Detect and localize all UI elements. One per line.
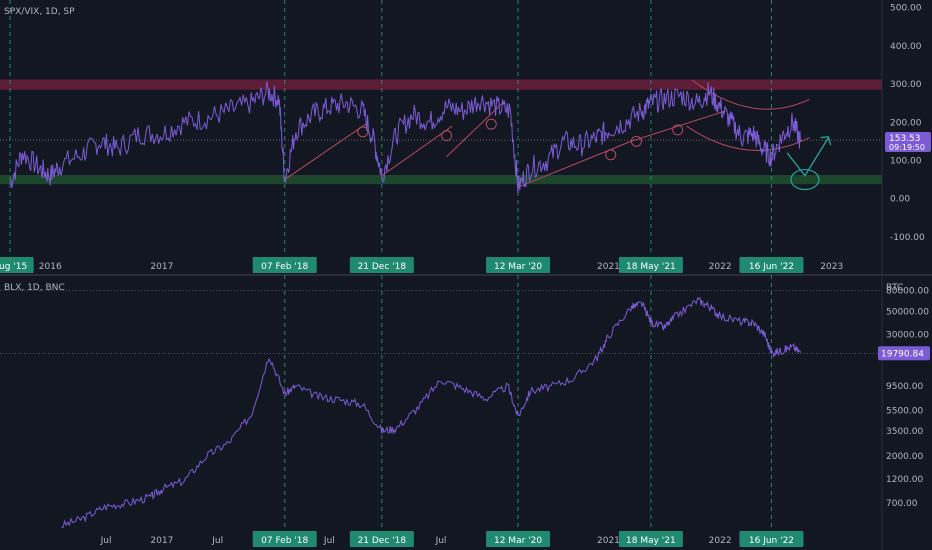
x-tick-label: 2016 <box>39 262 62 272</box>
trend-line <box>517 140 631 188</box>
x-tick-label: Jul <box>211 536 223 546</box>
marker-circle <box>441 130 453 142</box>
y-tick-label: 50000.00 <box>886 308 929 318</box>
event-label-bg <box>0 257 34 273</box>
y-tick-label: 300.00 <box>890 80 922 90</box>
event-label: 12 Mar '20 <box>494 262 542 272</box>
event-label-bg <box>739 257 804 273</box>
current-price-value: 19790.84 <box>881 349 924 359</box>
x-tick-label: Jul <box>435 536 447 546</box>
event-label-bg <box>739 531 804 547</box>
event-lines <box>0 275 882 528</box>
event-label: 12 Mar '20 <box>494 536 542 546</box>
event-label-bg <box>618 531 683 547</box>
event-label-bg <box>486 531 551 547</box>
trend-line <box>630 110 726 142</box>
y-tick-label: 5500.00 <box>886 407 923 417</box>
x-tick-label: 2021 <box>597 262 620 272</box>
trend-line <box>381 125 453 177</box>
event-label-bg <box>618 257 683 273</box>
y-tick-label: 9500.00 <box>886 382 923 392</box>
event-label: 16 Jun '22 <box>749 536 794 546</box>
blx-price-line <box>61 296 801 529</box>
event-label: 18 May '21 <box>626 262 676 272</box>
event-label-bg <box>252 531 317 547</box>
event-label: 07 Feb '18 <box>261 536 308 546</box>
x-tick-label: Jul <box>323 536 335 546</box>
y-tick-label: 100.00 <box>890 156 922 166</box>
x-tick-label: 2017 <box>150 536 173 546</box>
y-tick-label: 200.00 <box>890 118 922 128</box>
current-price-value: 153.53 <box>889 134 921 144</box>
y-tick-label: 30000.00 <box>886 331 929 341</box>
event-label: Aug '15 <box>0 262 27 272</box>
x-tick-label: 2017 <box>150 262 173 272</box>
y-tick-label: -100.00 <box>890 233 925 243</box>
y-axis[interactable]: 500.00 400.00 300.00 200.00 100.00 0.00 -100.0… <box>881 0 931 275</box>
event-label-bg <box>349 531 414 547</box>
event-label-bg <box>349 257 414 273</box>
y-tick-label: 80000.00 <box>886 287 929 297</box>
y-tick-label: 1200.00 <box>886 475 923 485</box>
current-price-badge <box>878 346 930 361</box>
event-label: 07 Feb '18 <box>261 262 308 272</box>
x-tick-label: 2022 <box>709 536 732 546</box>
event-label: 21 Dec '18 <box>358 262 407 272</box>
support-zone <box>0 174 882 185</box>
y-tick-label: 0.00 <box>890 195 910 205</box>
countdown: 09:19:50 <box>889 143 925 152</box>
event-lines <box>0 0 882 256</box>
y-tick-label: 2000.00 <box>886 452 923 462</box>
event-label: 16 Jun '22 <box>749 262 794 272</box>
arrow-head <box>820 136 832 146</box>
event-label-bg <box>486 257 551 273</box>
marker-circle <box>357 126 369 138</box>
x-tick-label: 2022 <box>709 262 732 272</box>
y-tick-label: 700.00 <box>886 499 918 509</box>
current-price-badge <box>885 132 931 153</box>
currency-label: BTC <box>886 283 903 293</box>
marker-circle <box>485 118 497 130</box>
arrow-annotation <box>786 136 832 191</box>
x-axis[interactable]: 2016 2017 2021 2022 2023 Aug '15 07 Feb '18 21 … <box>0 257 843 273</box>
y-tick-label: 500.00 <box>890 4 922 14</box>
symbol-title: BLX, 1D, BNC <box>4 283 65 293</box>
marker-circle <box>630 135 642 147</box>
event-label: 21 Dec '18 <box>358 536 407 546</box>
symbol-title: SPX/VIX, 1D, SP <box>4 7 75 17</box>
y-tick-label: 3500.00 <box>886 427 923 437</box>
y-tick-label: 400.00 <box>890 42 922 52</box>
marker-circle <box>672 124 684 136</box>
arrow-circle <box>790 168 820 191</box>
x-axis[interactable]: Jul2017JulJulJul20212022Jul07 Feb '1821 … <box>100 531 804 547</box>
curve-top <box>691 79 810 110</box>
y-axis[interactable]: 80000.00 50000.00 30000.00 9500.00 5500.00 35… <box>878 276 930 550</box>
spx-vix-pane[interactable]: 500.00 400.00 300.00 200.00 100.00 0.00 -100.0… <box>0 0 931 275</box>
resistance-zone <box>0 79 882 90</box>
blx-pane[interactable]: 80000.00 50000.00 30000.00 9500.00 5500.00 35… <box>0 275 930 550</box>
marker-circle <box>605 149 617 161</box>
curve-bottom <box>686 125 810 151</box>
x-tick-label: 2021 <box>597 536 620 546</box>
trend-line <box>284 121 369 180</box>
spx-vix-price-line <box>9 81 801 194</box>
event-label-bg <box>252 257 317 273</box>
x-tick-label: 2023 <box>820 262 843 272</box>
trend-annotations <box>284 79 810 188</box>
event-label: 18 May '21 <box>626 536 676 546</box>
trend-line <box>446 102 503 158</box>
x-tick-label: Jul <box>100 536 112 546</box>
arrow-shaft <box>786 137 829 177</box>
